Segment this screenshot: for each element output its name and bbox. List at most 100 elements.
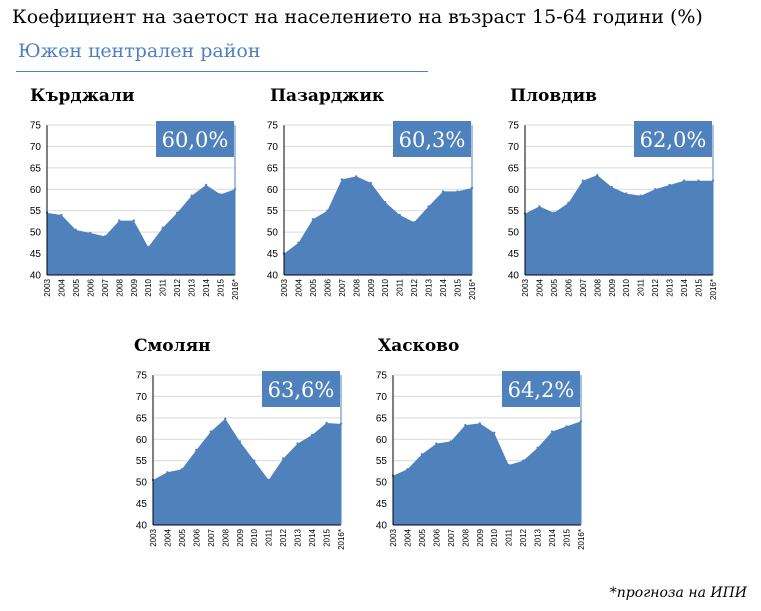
y-tick-label: 65: [136, 413, 148, 424]
data-point: [281, 457, 285, 460]
data-point: [296, 442, 299, 445]
data-point: [565, 425, 568, 428]
x-tick-label: 2014: [680, 278, 689, 296]
x-tick-label: 2010: [381, 278, 390, 296]
x-tick-label: 2010: [622, 278, 631, 296]
data-point: [132, 219, 135, 222]
x-tick-label: 2013: [188, 278, 197, 296]
value-badge-label: 62,0%: [640, 128, 707, 152]
x-tick-label: 2005: [309, 278, 318, 296]
x-tick-label: 2012: [519, 528, 528, 546]
area-chart: 40 45 50 55 60 65 70 75 2003 2004 2005 2006 2007 2008…: [508, 121, 718, 300]
data-point: [507, 463, 510, 467]
value-badge: [634, 121, 712, 157]
data-point: [567, 201, 570, 205]
x-tick-label: 2014: [308, 528, 317, 546]
data-point: [195, 448, 198, 452]
data-point: [521, 459, 525, 462]
x-tick-label: 2011: [396, 278, 405, 296]
data-point: [326, 209, 329, 212]
x-tick-label: 2004: [163, 528, 172, 546]
x-tick-label: 2005: [72, 278, 81, 296]
data-point: [355, 175, 358, 178]
y-tick-label: 65: [30, 163, 42, 174]
data-point: [581, 179, 585, 182]
y-tick-label: 65: [267, 163, 279, 174]
x-tick-label: 2008: [115, 278, 124, 296]
x-tick-label: 2007: [207, 528, 216, 546]
x-tick-label: 2014: [548, 528, 557, 546]
area-series: [393, 421, 581, 525]
title-divider: [16, 71, 428, 72]
x-tick-label: 2010: [144, 278, 153, 296]
data-point: [449, 440, 453, 443]
data-point: [60, 213, 63, 217]
y-tick-label: 70: [136, 392, 148, 403]
chart-panel-pazardzhik: Пазарджик 40 45 50 55 60 65 70 75 2003 2004 2005 20…: [257, 86, 487, 316]
data-point: [412, 221, 416, 224]
y-tick-label: 55: [508, 206, 520, 217]
x-tick-label: 2011: [159, 278, 168, 296]
area-chart: 40 45 50 55 60 65 70 75 2003 2004 2005 2006 2007 2008…: [30, 121, 240, 300]
data-point: [340, 178, 344, 181]
y-tick-label: 70: [30, 142, 42, 153]
chart-title: Кърджали: [30, 86, 135, 106]
page-subtitle: Южен централен район: [18, 40, 261, 62]
data-point: [441, 190, 445, 193]
y-tick-label: 50: [508, 228, 520, 239]
data-point: [596, 173, 599, 177]
data-point: [253, 459, 256, 462]
y-tick-label: 65: [376, 413, 388, 424]
data-point: [297, 241, 300, 245]
data-point: [538, 205, 541, 208]
y-tick-label: 55: [267, 206, 279, 217]
x-tick-label: 2009: [367, 278, 376, 296]
data-point: [435, 442, 438, 445]
data-point: [161, 226, 164, 230]
chart-title: Пловдив: [510, 86, 597, 106]
data-point: [653, 188, 657, 191]
x-tick-label: 2005: [418, 528, 427, 546]
data-point: [493, 431, 496, 435]
y-tick-label: 55: [30, 206, 42, 217]
chart-title: Смолян: [134, 336, 211, 356]
y-tick-label: 50: [267, 228, 279, 239]
data-point: [209, 430, 213, 433]
x-tick-label: 2012: [651, 278, 660, 296]
chart-panel-kardzhali: Кърджали 40 45 50 55 60 65 70 75 2003 2004 2005 200…: [20, 86, 250, 316]
x-tick-label: 2011: [505, 528, 514, 546]
data-point: [147, 245, 150, 249]
x-tick-label: 2015: [217, 278, 226, 296]
data-point: [310, 433, 314, 437]
data-point: [219, 193, 222, 196]
x-tick-label: 2011: [637, 278, 646, 296]
y-tick-label: 75: [267, 121, 279, 132]
x-tick-label: 2005: [178, 528, 187, 546]
data-point: [89, 231, 92, 235]
data-point: [166, 471, 169, 474]
y-tick-label: 75: [136, 371, 148, 382]
x-tick-label: 2016*: [231, 279, 240, 300]
data-point: [464, 423, 467, 427]
data-point: [610, 185, 613, 189]
data-point: [456, 190, 459, 193]
data-point: [325, 421, 328, 425]
area-chart: 40 45 50 55 60 65 70 75 2003 2004 2005 2006 2007 2008…: [267, 121, 477, 300]
x-tick-label: 2007: [579, 278, 588, 296]
x-tick-label: 2003: [280, 278, 289, 296]
area-chart: 40 45 50 55 60 65 70 75 2003 2004 2005 2006 2007 2008…: [136, 371, 346, 550]
area-series: [525, 175, 713, 275]
y-tick-label: 60: [376, 435, 388, 446]
x-tick-label: 2004: [403, 528, 412, 546]
area-series: [47, 185, 235, 275]
x-tick-label: 2013: [425, 278, 434, 296]
x-tick-label: 2006: [564, 278, 573, 296]
x-tick-label: 2010: [490, 528, 499, 546]
x-tick-label: 2004: [294, 278, 303, 296]
x-tick-label: 2003: [389, 528, 398, 546]
y-tick-label: 40: [30, 271, 42, 282]
y-tick-label: 50: [376, 478, 388, 489]
x-tick-label: 2012: [279, 528, 288, 546]
chart-panel-plovdiv: Пловдив 40 45 50 55 60 65 70 75 2003 2004 2005 2006…: [498, 86, 728, 316]
data-point: [420, 453, 424, 456]
